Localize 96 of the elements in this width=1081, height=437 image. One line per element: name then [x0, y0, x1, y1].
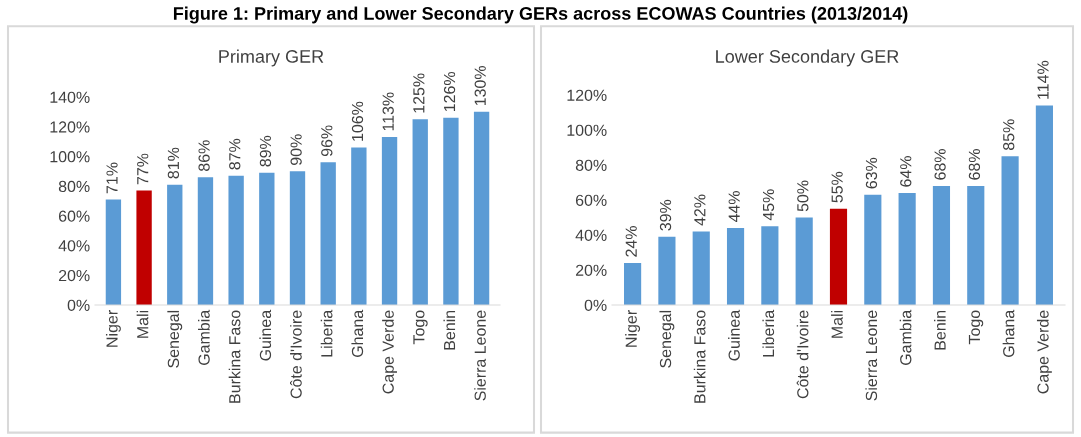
bar: [1001, 156, 1019, 305]
x-tick-label: Sierra Leone: [865, 310, 878, 401]
x-tick-label: Mali: [136, 310, 149, 338]
y-tick-label: 40%: [58, 240, 90, 252]
data-label: 44%: [728, 191, 740, 223]
bar: [443, 117, 459, 305]
data-label: 87%: [229, 138, 241, 170]
bar: [197, 177, 214, 305]
data-label: 55%: [831, 171, 843, 203]
x-tick-label: Liberia: [762, 309, 775, 357]
data-label: 126%: [443, 71, 456, 112]
data-label: 68%: [968, 149, 981, 180]
x-tick-label: Niger: [625, 310, 641, 347]
data-label: 90%: [290, 134, 302, 165]
x-tick-label: Ghana: [351, 309, 364, 358]
x-tick-label: Benin: [934, 310, 946, 350]
data-label: 86%: [198, 140, 210, 171]
bar: [624, 263, 642, 305]
bar: [864, 194, 882, 305]
bar: [259, 172, 275, 305]
data-label: 89%: [259, 135, 272, 167]
x-tick-label: Guinea: [728, 309, 740, 361]
x-tick-label: Senegal: [167, 310, 183, 368]
x-tick-label: Ghana: [1002, 309, 1015, 358]
data-label: 125%: [413, 73, 425, 113]
data-label: 96%: [321, 125, 333, 157]
data-label: 68%: [934, 149, 946, 180]
bar: [228, 175, 244, 305]
data-label: 64%: [900, 156, 912, 187]
y-tick-label: 60%: [58, 210, 90, 222]
x-tick-label: Sierra Leone: [474, 310, 486, 401]
x-tick-label: Cape Verde: [382, 310, 397, 394]
data-label: 77%: [137, 153, 149, 185]
x-tick-label: Gambia: [198, 309, 210, 365]
bar: [412, 119, 428, 305]
y-tick-label: 100%: [50, 151, 90, 163]
bar: [320, 162, 336, 305]
x-tick-label: Guinea: [259, 309, 272, 361]
data-label: 106%: [351, 101, 364, 141]
bar: [167, 184, 183, 305]
y-tick-label: 0%: [67, 299, 90, 311]
data-label: 42%: [694, 194, 706, 226]
y-tick-label: 100%: [567, 124, 607, 136]
bar: [381, 137, 398, 305]
x-tick-label: Senegal: [659, 310, 675, 368]
bar: [1035, 105, 1053, 305]
chart-title: Lower Secondary GER: [716, 49, 899, 67]
y-tick-label: 80%: [575, 159, 607, 171]
bar: [726, 228, 745, 305]
y-tick-label: 80%: [58, 180, 90, 193]
x-tick-label: Gambia: [899, 309, 912, 365]
data-label: 85%: [1003, 119, 1015, 150]
bar: [967, 186, 985, 305]
y-tick-label: 40%: [575, 229, 607, 241]
x-tick-label: Togo: [968, 310, 984, 345]
data-label: 39%: [659, 199, 672, 231]
bar: [105, 199, 122, 305]
x-tick-label: Togo: [413, 310, 428, 345]
x-tick-label: Cape Verde: [1036, 310, 1052, 394]
y-tick-label: 20%: [58, 269, 90, 282]
bar: [289, 171, 306, 305]
bar: [795, 217, 813, 305]
bar: [351, 147, 367, 305]
caption: Figure 1: Primary and Lower Secondary GERs across ECOWAS Countries (2013/2014): [173, 6, 908, 24]
data-label: 24%: [625, 226, 637, 257]
y-tick-label: 60%: [575, 194, 607, 206]
data-label: 81%: [167, 147, 180, 179]
data-label: 71%: [106, 162, 118, 194]
x-tick-label: Côte d'Ivoire: [796, 310, 809, 399]
bar: [898, 193, 916, 305]
x-tick-label: Mali: [831, 310, 843, 338]
bar: [473, 111, 490, 305]
bar: [658, 236, 676, 305]
bar: [932, 186, 951, 305]
bar: [761, 226, 779, 305]
y-tick-label: 0%: [584, 299, 607, 311]
bar: [692, 231, 710, 305]
data-label: 50%: [797, 180, 809, 212]
bar: [829, 208, 848, 305]
x-tick-label: Benin: [443, 310, 456, 350]
data-label: 45%: [762, 189, 775, 221]
y-tick-label: 20%: [575, 264, 607, 276]
y-tick-label: 120%: [50, 121, 90, 133]
data-label: 63%: [865, 157, 878, 189]
x-tick-label: Burkina Faso: [228, 310, 241, 403]
x-tick-label: Burkina Faso: [693, 310, 706, 403]
y-tick-label: 140%: [50, 91, 90, 103]
x-tick-label: Côte d'Ivoire: [290, 310, 302, 399]
data-label: 114%: [1037, 60, 1049, 99]
data-label: 130%: [474, 66, 486, 106]
x-tick-label: Liberia: [320, 309, 333, 357]
bar: [136, 190, 152, 305]
data-label: 113%: [382, 92, 394, 131]
x-tick-label: Niger: [105, 310, 121, 347]
y-tick-label: 120%: [567, 89, 607, 101]
chart-title: Primary GER: [219, 49, 324, 67]
